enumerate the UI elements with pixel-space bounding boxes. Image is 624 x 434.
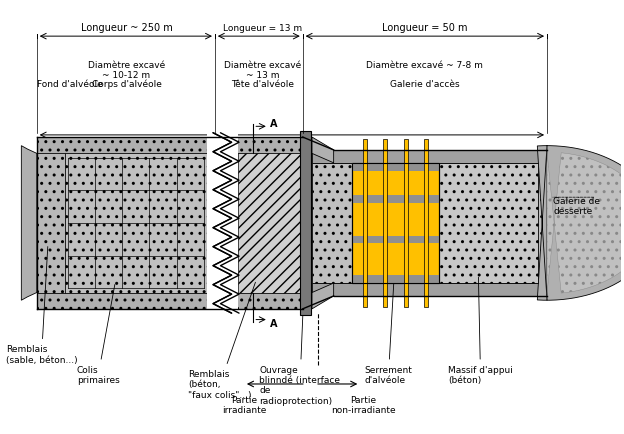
Bar [312, 151, 547, 164]
Bar [207, 133, 238, 313]
Bar [352, 164, 439, 283]
Polygon shape [537, 146, 624, 301]
Polygon shape [547, 153, 624, 294]
Bar [404, 140, 408, 307]
Text: Longueur ~ 250 m: Longueur ~ 250 m [80, 23, 172, 33]
Bar [352, 236, 439, 244]
Bar [352, 164, 439, 171]
Bar [424, 140, 428, 307]
Bar [352, 195, 439, 203]
Text: Diamètre excavé
~ 13 m: Diamètre excavé ~ 13 m [224, 61, 301, 80]
Bar [37, 154, 65, 293]
Bar [352, 276, 439, 283]
Polygon shape [21, 146, 37, 301]
Text: Diamètre excavé ~ 7-8 m: Diamètre excavé ~ 7-8 m [366, 61, 484, 69]
Bar [312, 164, 547, 283]
Bar [352, 164, 439, 283]
Text: Massif d'appui
(béton): Massif d'appui (béton) [448, 278, 513, 384]
Text: Partie
irradiante: Partie irradiante [222, 395, 266, 414]
Text: Longueur = 50 m: Longueur = 50 m [382, 23, 467, 33]
Text: Serrement
d'alvéole: Serrement d'alvéole [364, 256, 412, 384]
Text: Longueur = 13 m: Longueur = 13 m [223, 24, 302, 33]
Text: Remblais
(sable, béton...): Remblais (sable, béton...) [6, 247, 77, 364]
Bar [300, 132, 311, 316]
Text: A: A [270, 319, 278, 329]
Text: Tête d'alvéole: Tête d'alvéole [231, 79, 294, 89]
Bar [238, 154, 300, 293]
Bar [312, 283, 547, 296]
Text: Galerie de
desserte: Galerie de desserte [553, 197, 600, 216]
Polygon shape [312, 138, 334, 164]
Bar [383, 140, 388, 307]
Bar [439, 164, 538, 283]
Polygon shape [312, 283, 334, 309]
Bar [37, 293, 303, 309]
Text: Colis
primaires: Colis primaires [77, 285, 120, 384]
Text: Fond d'alvéole: Fond d'alvéole [37, 79, 102, 89]
Bar [363, 140, 368, 307]
Text: Corps d'alvéole: Corps d'alvéole [92, 79, 162, 89]
Text: Remblais
(béton,
"faux colis"...): Remblais (béton, "faux colis"...) [188, 283, 255, 399]
Text: Galerie d'accès: Galerie d'accès [390, 79, 460, 89]
Bar [37, 138, 303, 154]
Text: Diamètre excavé
~ 10-12 m: Diamètre excavé ~ 10-12 m [88, 61, 165, 80]
Text: Ouvrage
blinndé (interface
de
radioprotection): Ouvrage blinndé (interface de radioprote… [260, 261, 341, 405]
Bar [65, 154, 235, 293]
Text: A: A [270, 118, 278, 128]
Text: Partie
non-irradiante: Partie non-irradiante [331, 395, 396, 414]
